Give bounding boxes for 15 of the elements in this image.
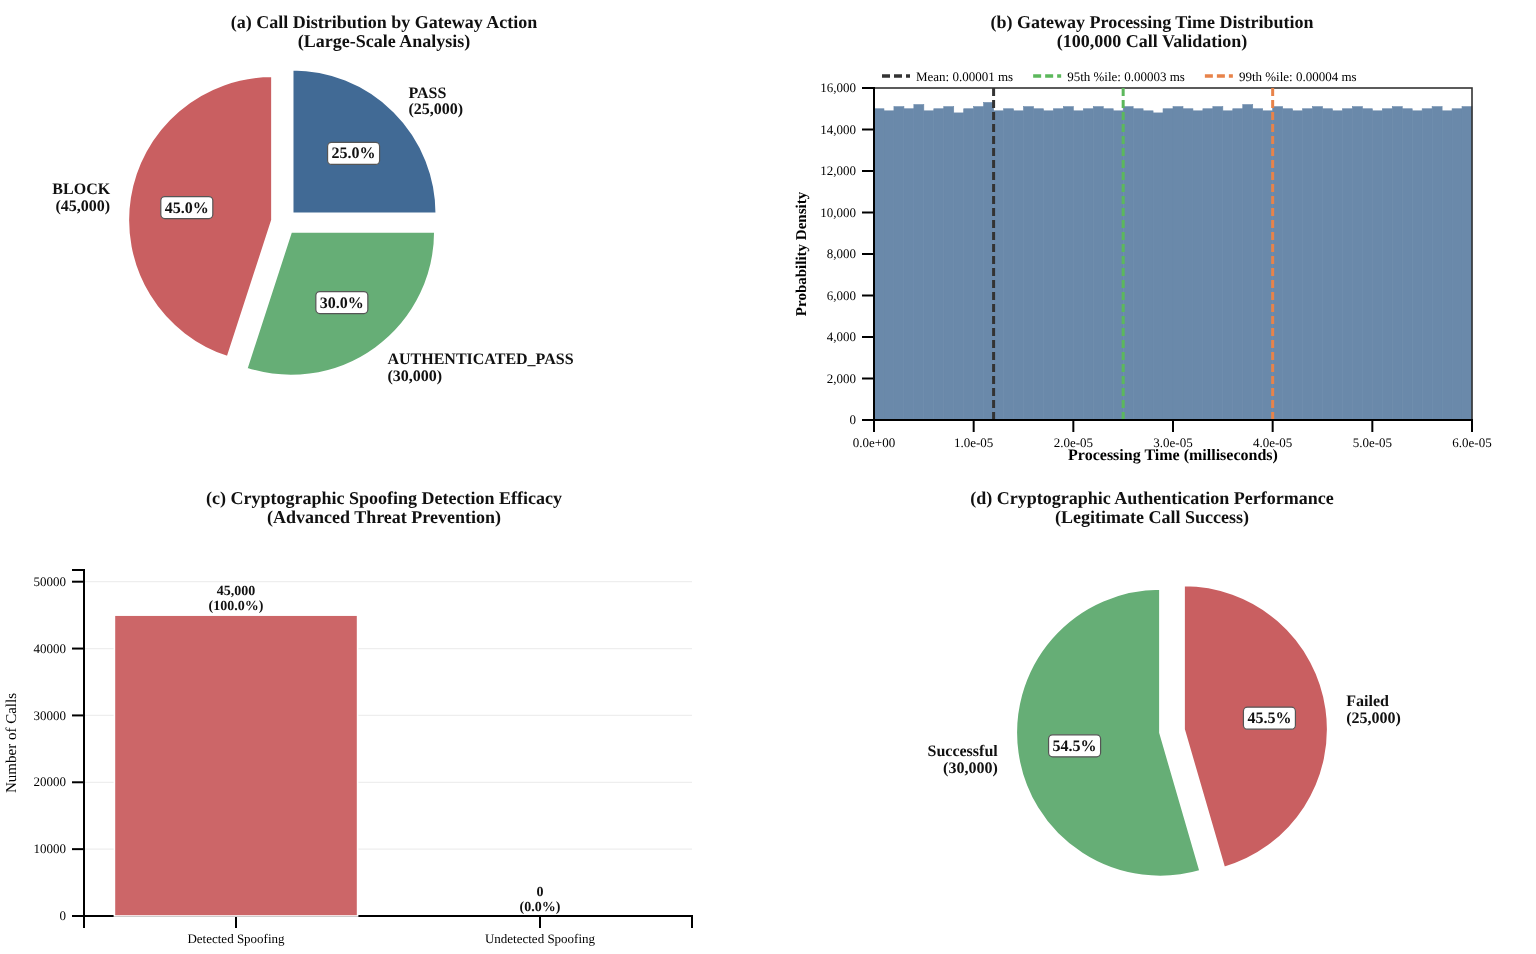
slice-label: Failed (25,000) (1346, 692, 1402, 727)
slice-label: AUTHENTICATED_PASS (30,000) (387, 350, 575, 386)
data-label: 30.0% (319, 293, 364, 312)
chart-title: (a) Call Distribution by Gateway Action (Large-Scale Analysis) (230, 12, 538, 51)
slice-label: PASS (25,000) (408, 83, 464, 119)
chart-title: (c) Cryptographic Spoofing Detection Efficacy (Advanced Threat Prevention) (206, 488, 563, 527)
slice-label: BLOCK (45,000) (52, 180, 112, 216)
slice-label: Successful (30,000) (927, 741, 1000, 777)
data-label: 25.0% (331, 144, 376, 163)
chart-title: (b) Gateway Processing Time Distribution (100,000 Call Validation) (990, 12, 1314, 51)
data-label: 45.0% (164, 198, 209, 217)
data-label: 54.5% (1052, 736, 1097, 755)
data-label: 45.5% (1247, 709, 1292, 728)
chart-title: (d) Cryptographic Authentication Performance (Legitimate Call Success) (970, 488, 1334, 527)
x-axis-title: Processing Time (milliseconds) (1068, 446, 1279, 464)
